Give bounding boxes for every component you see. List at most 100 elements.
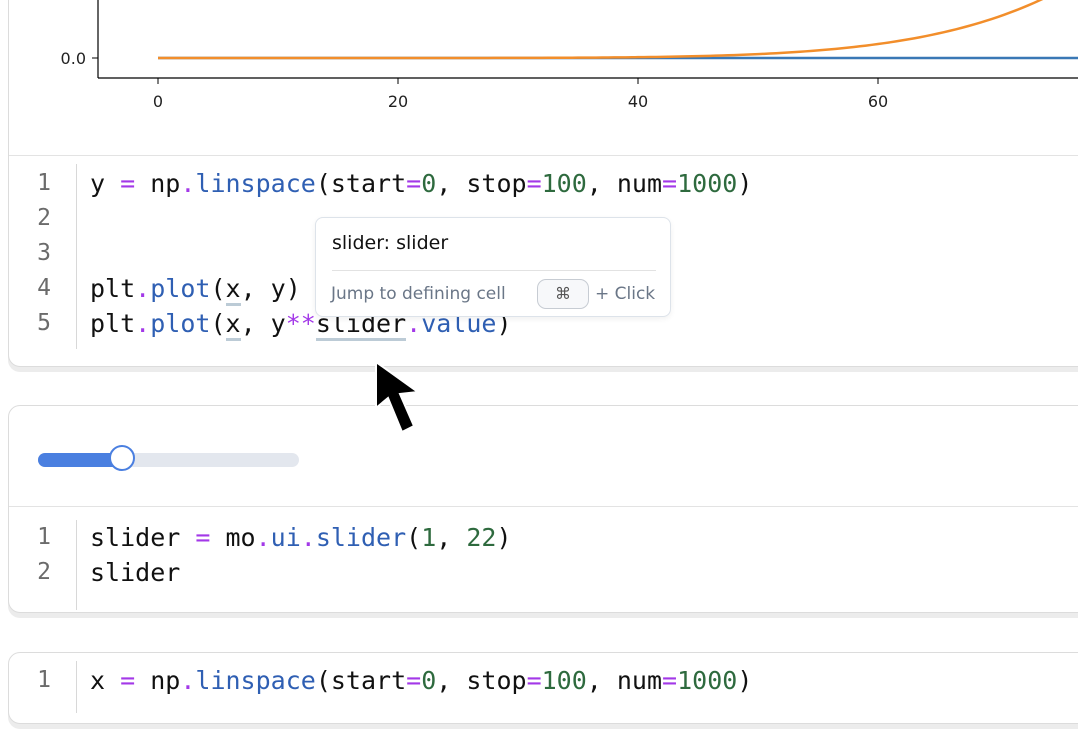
code-token: 1000	[677, 169, 738, 198]
code-line[interactable]: 3	[9, 236, 1009, 271]
code-token: (start	[315, 666, 407, 695]
code-token: slider	[90, 523, 196, 552]
code-token: =	[662, 169, 678, 198]
code-token: .	[135, 274, 151, 303]
code-token: =	[195, 523, 211, 552]
y-tick-label: 0.0	[61, 49, 86, 68]
code-token: =	[662, 666, 678, 695]
code-token: =	[406, 666, 422, 695]
code-token: , y	[240, 309, 286, 338]
line-number: 4	[37, 275, 51, 301]
code-text: slider	[90, 555, 180, 590]
code-token: mo	[210, 523, 256, 552]
code-token: ,	[436, 523, 467, 552]
code-token: (start	[315, 169, 407, 198]
code-token: 1000	[677, 666, 738, 695]
slider-fill	[38, 453, 121, 467]
x-tick-label: 40	[628, 92, 648, 111]
code-token: .	[180, 169, 196, 198]
plot-output: 0 20 40 60 0.0	[61, 0, 1078, 111]
code-token: slider	[315, 523, 407, 552]
variable-reference[interactable]: x	[225, 309, 241, 341]
tooltip-click: + Click	[595, 284, 656, 304]
code-line[interactable]: 4 plt.plot(x, y)	[9, 271, 1009, 306]
code-token: , stop	[436, 666, 527, 695]
x-tick-label: 0	[153, 92, 163, 111]
code-token: ui	[270, 523, 301, 552]
variable-reference[interactable]: x	[225, 274, 241, 306]
cmd-key-icon: ⌘	[537, 279, 589, 309]
code-token: plt	[90, 274, 136, 303]
tooltip-title: slider: slider	[332, 232, 449, 254]
slider[interactable]	[38, 445, 299, 471]
code-token: linspace	[195, 169, 316, 198]
code-token: plot	[150, 274, 211, 303]
code-token: np	[135, 666, 181, 695]
series-line-2	[158, 0, 1044, 60]
code-token: .	[180, 666, 196, 695]
slider-thumb[interactable]	[108, 445, 135, 471]
x-tick-label: 20	[388, 92, 408, 111]
code-token: =	[120, 666, 136, 695]
code-token: 22	[466, 523, 497, 552]
code-line[interactable]: 1 slider = mo.ui.slider(1, 22)	[9, 520, 1009, 555]
code-line[interactable]: 2	[9, 201, 1009, 236]
code-token: y	[90, 169, 121, 198]
code-token: , num	[586, 666, 663, 695]
x-tick-label: 60	[868, 92, 888, 111]
code-token: =	[526, 666, 542, 695]
line-number: 2	[37, 559, 51, 585]
code-token: )	[737, 169, 753, 198]
code-text: y = np.linspace(start=0, stop=100, num=1…	[90, 166, 752, 201]
code-token: (	[406, 523, 422, 552]
code-token: )	[737, 666, 753, 695]
code-token: **	[285, 309, 316, 338]
code-token: 100	[541, 666, 587, 695]
code-token: .	[135, 309, 151, 338]
tooltip-hint: Jump to defining cell	[331, 284, 506, 304]
code-token: (	[210, 274, 226, 303]
code-text: x = np.linspace(start=0, stop=100, num=1…	[90, 663, 752, 698]
code-token: np	[135, 169, 181, 198]
line-number: 1	[37, 170, 51, 196]
code-token: .	[300, 523, 316, 552]
code-token: 0	[421, 666, 437, 695]
code-token: 100	[541, 169, 587, 198]
code-token: =	[120, 169, 136, 198]
slider-cell: 1 slider = mo.ui.slider(1, 22) 2 slider	[8, 405, 1078, 613]
code-token: =	[406, 169, 422, 198]
variable-tooltip: slider: slider Jump to defining cell ⌘ +…	[315, 217, 671, 317]
cell-divider	[9, 155, 1078, 156]
line-number: 5	[37, 310, 51, 336]
line-number: 3	[37, 240, 51, 266]
code-token: 0	[421, 169, 437, 198]
line-number: 1	[37, 524, 51, 550]
gutter-line	[76, 520, 77, 610]
line-number: 1	[37, 667, 51, 693]
mouse-cursor-icon	[375, 360, 421, 434]
code-token: linspace	[195, 666, 316, 695]
gutter-line	[76, 661, 77, 713]
code-text: plt.plot(x, y)	[90, 271, 301, 306]
code-text: slider = mo.ui.slider(1, 22)	[90, 520, 512, 555]
code-token: , stop	[436, 169, 527, 198]
code-token: 1	[421, 523, 437, 552]
code-token: (	[210, 309, 226, 338]
code-token: =	[526, 169, 542, 198]
code-token: plt	[90, 309, 136, 338]
code-token: slider	[90, 558, 181, 587]
code-token: , num	[586, 169, 663, 198]
code-token: x	[90, 666, 121, 695]
code-token: , y)	[240, 274, 301, 303]
cell-divider	[9, 506, 1078, 507]
code-line[interactable]: 2 slider	[9, 555, 1009, 590]
line-number: 2	[37, 205, 51, 231]
tooltip-divider	[332, 270, 656, 271]
code-token: .	[255, 523, 271, 552]
code-token: plot	[150, 309, 211, 338]
code-token: )	[496, 523, 512, 552]
gutter-line	[76, 164, 77, 349]
